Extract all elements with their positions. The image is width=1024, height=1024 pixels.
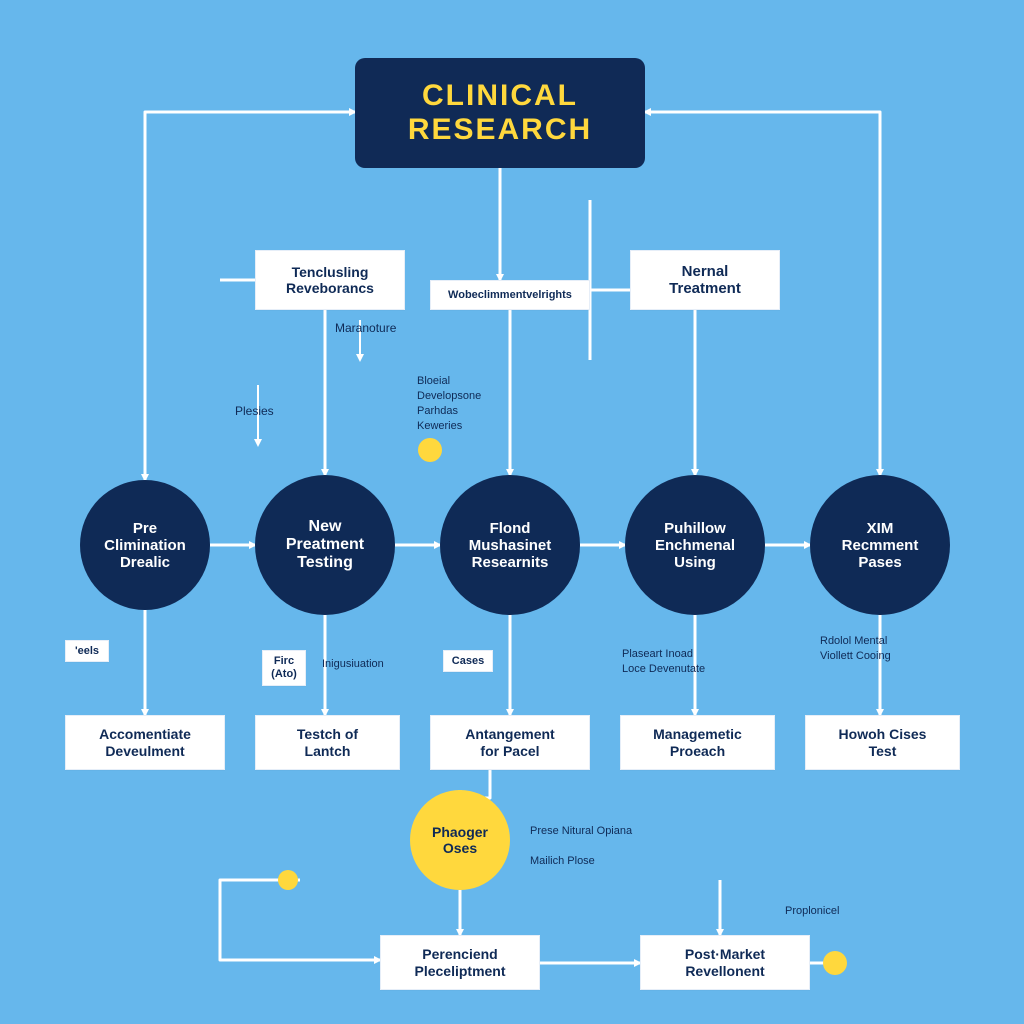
- annotation-label: Parhdas: [417, 405, 458, 418]
- circle-label: Flond: [490, 520, 531, 537]
- box-label: Managemetic: [653, 726, 742, 742]
- box-label: Accomentiate: [99, 726, 191, 742]
- annotation-label: Maranoture: [335, 322, 396, 336]
- circle-label: Phaoger: [432, 824, 488, 840]
- box-label: 'eels: [75, 645, 99, 658]
- box-label: Testch of: [297, 726, 358, 742]
- annotation-label: Mailich Plose: [530, 855, 595, 868]
- box-label: (Ato): [271, 668, 297, 681]
- box-b-acc: AccomentiateDeveulment: [65, 715, 225, 770]
- circle-label: Testing: [297, 554, 353, 572]
- circle-label: XIM: [867, 520, 894, 537]
- phase-circle-c6: PhaogerOses: [410, 790, 510, 890]
- box-b-tes: Testch ofLantch: [255, 715, 400, 770]
- marker-dot: [278, 870, 298, 890]
- circle-label: Pases: [858, 554, 901, 571]
- annotation-label: Plesies: [235, 405, 274, 419]
- box-label: Nernal: [682, 263, 729, 280]
- annotation-label: Loce Devenutate: [622, 663, 705, 676]
- box-label: Post·Market: [685, 946, 765, 962]
- circle-label: Using: [674, 554, 716, 571]
- circle-label: Mushasinet: [469, 537, 552, 554]
- box-label: Proeach: [670, 743, 725, 759]
- box-b-man: ManagemeticProeach: [620, 715, 775, 770]
- box-label: Tenclusling: [292, 264, 369, 280]
- phase-circle-c5: XIMRecmmentPases: [810, 475, 950, 615]
- phase-circle-c1: PreCliminationDrealic: [80, 480, 210, 610]
- box-b-tenc: TencluslingReveborancs: [255, 250, 405, 310]
- circle-label: Preatment: [286, 536, 364, 554]
- circle-label: Recmment: [842, 537, 919, 554]
- annotation-label: Proplonicel: [785, 905, 839, 918]
- marker-dot: [823, 951, 847, 975]
- box-label: Lantch: [305, 743, 351, 759]
- circle-label: Drealic: [120, 554, 170, 571]
- box-b-how: Howoh CisesTest: [805, 715, 960, 770]
- box-label: Revellonent: [685, 963, 764, 979]
- box-label: Antangement: [465, 726, 554, 742]
- box-tag-cases: Cases: [443, 650, 493, 672]
- box-b-ant: Antangementfor Pacel: [430, 715, 590, 770]
- circle-label: Researnits: [472, 554, 549, 571]
- circle-label: Climination: [104, 537, 186, 554]
- phase-circle-c2: NewPreatmentTesting: [255, 475, 395, 615]
- phase-circle-c3: FlondMushasinetResearnits: [440, 475, 580, 615]
- connector-e-title-right: [645, 112, 880, 230]
- annotation-label: Bloeial: [417, 375, 450, 388]
- title-line-2: RESEARCH: [408, 113, 592, 147]
- circle-label: Puhillow: [664, 520, 726, 537]
- circle-label: New: [309, 518, 342, 536]
- annotation-label: Inigusiuation: [322, 658, 384, 671]
- circle-label: Oses: [443, 840, 477, 856]
- annotation-label: Keweries: [417, 420, 462, 433]
- box-label: Test: [869, 743, 897, 759]
- annotation-label: Rdolol Mental: [820, 635, 887, 648]
- box-tag-eels: 'eels: [65, 640, 109, 662]
- box-label: Reveborancs: [286, 280, 374, 296]
- box-label: Pleceliptment: [414, 963, 505, 979]
- flowchart-canvas: CLINICALRESEARCH PreCliminationDrealic New…: [0, 0, 1024, 1024]
- box-label: Firc: [274, 655, 294, 668]
- annotation-label: Prese Nitural Opiana: [530, 825, 632, 838]
- box-label: Deveulment: [105, 743, 184, 759]
- box-b-wobe: Wobeclimmentvelrights: [430, 280, 590, 310]
- circle-label: Enchmenal: [655, 537, 735, 554]
- box-b-per: PerenciendPleceliptment: [380, 935, 540, 990]
- circle-label: Pre: [133, 520, 157, 537]
- marker-dot: [418, 438, 442, 462]
- box-b-nern: NernalTreatment: [630, 250, 780, 310]
- box-label: Cases: [452, 655, 484, 668]
- connector-e-title-left: [145, 112, 355, 230]
- box-label: for Pacel: [480, 743, 539, 759]
- box-b-pos: Post·MarketRevellonent: [640, 935, 810, 990]
- box-tag-firc: Firc(Ato): [262, 650, 306, 686]
- box-label: Wobeclimmentvelrights: [448, 289, 572, 302]
- connector-e-ph-left: [220, 880, 380, 960]
- annotation-label: Developsone: [417, 390, 481, 403]
- title-line-1: CLINICAL: [422, 79, 578, 113]
- box-label: Howoh Cises: [839, 726, 927, 742]
- annotation-label: Plaseart Inoad: [622, 648, 693, 661]
- phase-circle-c4: PuhillowEnchmenalUsing: [625, 475, 765, 615]
- title-box: CLINICALRESEARCH: [355, 58, 645, 168]
- box-label: Perenciend: [422, 946, 497, 962]
- annotation-label: Viollett Cooing: [820, 650, 891, 663]
- box-label: Treatment: [669, 280, 741, 297]
